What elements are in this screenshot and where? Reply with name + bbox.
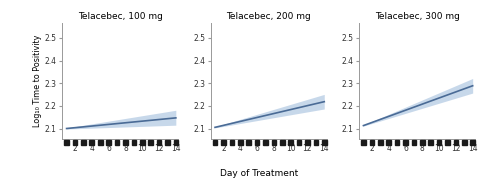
Bar xyxy=(165,140,170,145)
Bar xyxy=(64,140,69,145)
Bar xyxy=(411,140,416,145)
Bar xyxy=(81,140,86,145)
Bar xyxy=(148,140,153,145)
Bar xyxy=(288,140,293,145)
Bar xyxy=(313,140,318,145)
Text: Day of Treatment: Day of Treatment xyxy=(220,169,299,178)
Bar xyxy=(221,140,226,145)
Y-axis label: Log₁₀ Time to Positivity: Log₁₀ Time to Positivity xyxy=(33,35,42,127)
Bar xyxy=(280,140,285,145)
Bar xyxy=(132,140,136,145)
Bar xyxy=(305,140,310,145)
Bar xyxy=(395,140,399,145)
Bar xyxy=(156,140,161,145)
Bar xyxy=(238,140,242,145)
Title: Telacebec, 100 mg: Telacebec, 100 mg xyxy=(78,12,163,21)
Bar xyxy=(378,140,383,145)
Bar xyxy=(106,140,111,145)
Bar xyxy=(370,140,374,145)
Bar xyxy=(263,140,268,145)
Bar xyxy=(123,140,128,145)
Bar xyxy=(297,140,301,145)
Bar xyxy=(89,140,94,145)
Bar xyxy=(322,140,326,145)
Bar xyxy=(454,140,458,145)
Bar xyxy=(140,140,144,145)
Bar xyxy=(470,140,475,145)
Bar xyxy=(420,140,425,145)
Bar xyxy=(428,140,433,145)
Bar xyxy=(437,140,442,145)
Bar xyxy=(115,140,120,145)
Bar xyxy=(255,140,259,145)
Bar xyxy=(272,140,276,145)
Bar xyxy=(174,140,178,145)
Bar xyxy=(386,140,391,145)
Bar xyxy=(213,140,217,145)
Bar xyxy=(361,140,366,145)
Bar xyxy=(403,140,408,145)
Bar xyxy=(462,140,467,145)
Bar xyxy=(229,140,234,145)
Bar xyxy=(72,140,77,145)
Bar xyxy=(246,140,251,145)
Title: Telacebec, 200 mg: Telacebec, 200 mg xyxy=(227,12,311,21)
Title: Telacebec, 300 mg: Telacebec, 300 mg xyxy=(375,12,460,21)
Bar xyxy=(98,140,103,145)
Bar xyxy=(445,140,450,145)
